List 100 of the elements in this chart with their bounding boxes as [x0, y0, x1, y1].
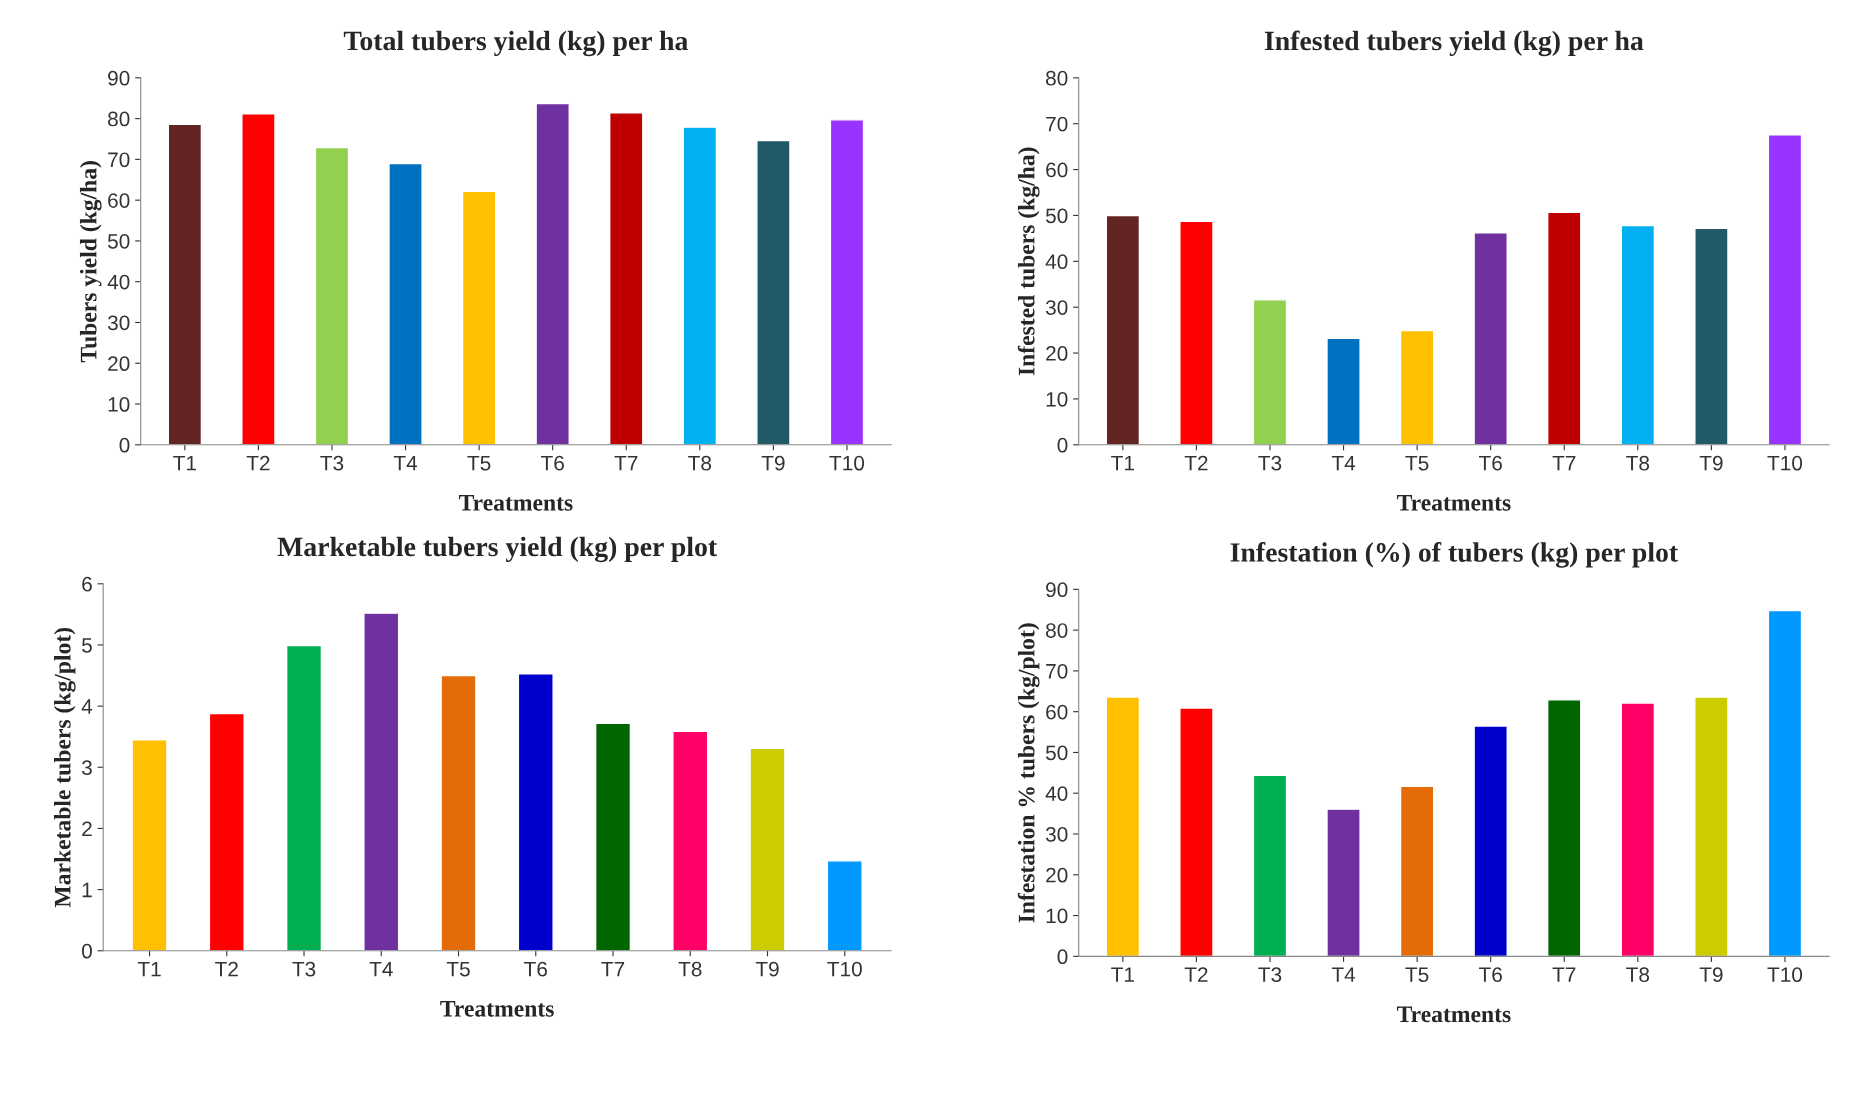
- bar: [461, 190, 497, 445]
- x-tick-label: T8: [688, 455, 712, 471]
- bar: [756, 139, 791, 445]
- y-tick-label: 40: [1045, 786, 1068, 801]
- bar: [1179, 707, 1214, 957]
- y-tick-label: 10: [108, 397, 130, 412]
- bar: [388, 162, 423, 445]
- y-tick-label: 80: [108, 111, 130, 127]
- y-tick-label: 60: [1046, 162, 1068, 178]
- y-tick-label: 70: [1046, 663, 1068, 679]
- bar: [672, 730, 709, 951]
- chart-title: Infested tubers yield (kg) per ha: [1264, 30, 1644, 57]
- y-tick-label: 50: [1045, 208, 1068, 224]
- bar: [1399, 329, 1435, 445]
- y-tick-label: 60: [1046, 704, 1068, 720]
- y-tick-label: 80: [1046, 70, 1068, 86]
- bar: [1694, 227, 1729, 445]
- bar: [363, 612, 400, 951]
- y-tick-label: 70: [108, 152, 130, 168]
- x-tick-label: T7: [601, 961, 625, 977]
- x-tick-label: T5: [467, 455, 491, 471]
- x-tick-label: T10: [827, 961, 862, 977]
- bar: [1620, 702, 1656, 957]
- x-tick-label: T8: [1626, 967, 1650, 983]
- x-tick-label: T4: [1331, 455, 1356, 471]
- x-axis-title: Treatments: [458, 495, 573, 511]
- y-tick-label: 50: [107, 233, 130, 249]
- bar: [517, 673, 554, 951]
- bar: [208, 712, 245, 951]
- y-tick-label: 20: [108, 356, 130, 372]
- y-axis-title: Infestation % tubers (kg/plot): [1017, 623, 1040, 923]
- y-tick-label: 50: [1045, 745, 1068, 761]
- x-tick-label: T3: [320, 455, 344, 471]
- bar: [1105, 696, 1141, 957]
- y-axis-title: Infested tubers (kg/ha): [1017, 147, 1040, 376]
- x-axis-title: Treatments: [1396, 495, 1511, 511]
- bar: [609, 112, 644, 445]
- bar: [131, 739, 168, 951]
- bar: [1767, 134, 1803, 445]
- y-tick-label: 0: [119, 437, 130, 453]
- x-tick-label: T10: [1767, 455, 1803, 471]
- bar: [749, 747, 786, 951]
- y-tick-label: 70: [1046, 116, 1068, 132]
- y-tick-label: 0: [81, 943, 92, 959]
- bar: [1252, 299, 1288, 445]
- x-tick-label: T5: [1405, 455, 1429, 471]
- bar: [829, 119, 865, 445]
- x-tick-label: T4: [369, 961, 393, 977]
- y-tick-label: 0: [1057, 949, 1068, 965]
- x-axis-title: Treatments: [1396, 1006, 1511, 1023]
- y-tick-label: 90: [1046, 582, 1068, 598]
- y-tick-label: 30: [1045, 827, 1068, 842]
- x-tick-label: T5: [1405, 967, 1429, 983]
- x-tick-label: T5: [446, 961, 470, 977]
- bar: [440, 674, 477, 951]
- y-tick-label: 4: [81, 699, 93, 714]
- x-tick-label: T2: [1184, 967, 1208, 982]
- x-tick-label: T7: [1552, 455, 1576, 471]
- y-tick-label: 40: [107, 274, 130, 290]
- bar: [1179, 220, 1214, 445]
- x-tick-label: T2: [1184, 455, 1208, 471]
- bar: [682, 126, 718, 445]
- x-tick-label: T1: [1111, 967, 1134, 982]
- bar: [241, 113, 276, 445]
- bar: [1473, 725, 1508, 957]
- x-tick-label: T3: [292, 961, 316, 977]
- y-tick-label: 0: [1057, 437, 1068, 453]
- x-tick-label: T4: [1331, 967, 1356, 982]
- y-tick-label: 1: [82, 882, 92, 898]
- x-tick-label: T3: [1258, 967, 1282, 983]
- bar: [1473, 232, 1508, 445]
- y-tick-label: 5: [82, 638, 92, 653]
- bar: [1326, 808, 1361, 957]
- y-tick-label: 10: [1046, 391, 1068, 407]
- bar: [594, 722, 632, 951]
- y-tick-label: 60: [108, 193, 130, 208]
- x-tick-label: T6: [1479, 967, 1502, 983]
- x-tick-label: T2: [246, 455, 270, 471]
- x-tick-label: T4: [393, 455, 418, 471]
- x-tick-label: T1: [173, 455, 196, 471]
- bar: [535, 102, 570, 445]
- bar: [1105, 214, 1141, 445]
- y-tick-label: 80: [1046, 623, 1068, 638]
- x-tick-label: T9: [1699, 455, 1723, 471]
- y-tick-label: 10: [1046, 908, 1068, 924]
- bar: [826, 860, 863, 951]
- y-axis-title: Tubers yield (kg/ha): [79, 161, 102, 363]
- y-axis-title: Marketable tubers (kg/plot): [54, 627, 76, 908]
- x-tick-label: T8: [1626, 455, 1650, 471]
- x-tick-label: T9: [755, 961, 779, 977]
- x-tick-label: T6: [1479, 455, 1502, 471]
- x-tick-label: T9: [1699, 967, 1723, 983]
- x-tick-label: T1: [137, 961, 161, 977]
- x-tick-label: T2: [215, 961, 238, 977]
- bar: [1620, 224, 1656, 445]
- bar: [167, 123, 203, 445]
- x-tick-label: T10: [1767, 967, 1803, 983]
- bar: [1252, 774, 1288, 957]
- bar: [314, 146, 350, 445]
- x-tick-label: T7: [1552, 967, 1576, 982]
